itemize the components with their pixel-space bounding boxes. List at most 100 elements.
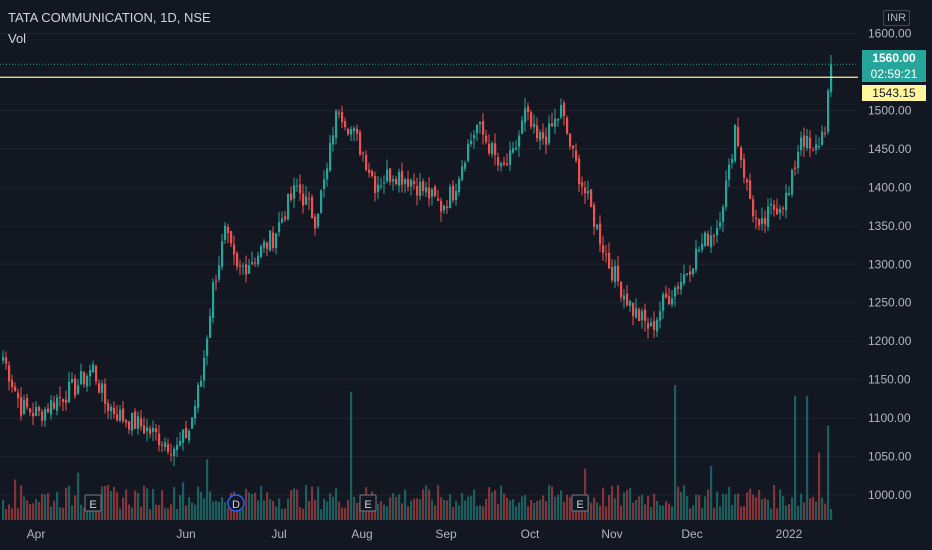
volume-bar [311, 486, 314, 520]
candle-body [215, 280, 218, 282]
volume-bar [164, 507, 167, 520]
volume-bar [614, 498, 617, 520]
price-tick-label: 1050.00 [868, 450, 912, 464]
volume-bar [260, 485, 263, 520]
volume-bar [428, 489, 431, 520]
candle-body [83, 372, 86, 385]
candle-body [536, 125, 539, 139]
volume-bar [695, 494, 698, 520]
candle-body [410, 180, 413, 187]
candle-body [56, 397, 59, 411]
candle-body [14, 386, 17, 392]
volume-bar [392, 493, 395, 520]
volume-bar [287, 498, 290, 520]
candle-body [200, 380, 203, 387]
candle-body [230, 230, 233, 244]
candle-body [59, 396, 62, 398]
volume-bar [17, 508, 20, 520]
candle-body [137, 416, 140, 429]
candle-body [776, 208, 779, 215]
volume-bar [467, 496, 470, 520]
candle-body [449, 186, 452, 209]
volume-bar [755, 497, 758, 520]
volume-bar [539, 499, 542, 520]
candle-body [572, 145, 575, 149]
candle-body [191, 417, 194, 429]
candle-body [782, 207, 785, 209]
grid [0, 33, 858, 496]
volume-bar [791, 497, 794, 520]
volume-bar [464, 500, 467, 520]
volume-bar [149, 509, 152, 520]
time-axis-bg [0, 522, 932, 550]
volume-bar [323, 499, 326, 520]
candle-body [107, 403, 110, 412]
candle-body [419, 181, 422, 196]
volume-bar [776, 508, 779, 520]
candle-body [428, 187, 431, 199]
volume-bar [134, 490, 137, 520]
volume-bar [608, 494, 611, 520]
volume-bar [44, 494, 47, 520]
candle-body [524, 108, 527, 123]
volume-bar [746, 492, 749, 520]
time-axis[interactable]: Apr Jun Jul Aug Sep Oct Nov Dec 2022 [0, 522, 932, 550]
volume-bar [413, 498, 416, 520]
volume-bar [560, 490, 563, 520]
volume-bar [152, 488, 155, 520]
candle-body [125, 420, 128, 423]
volume-bar [686, 496, 689, 520]
candle-body [188, 430, 191, 441]
volume-bar [449, 494, 452, 520]
volume-bar [56, 491, 59, 520]
volume-bar [668, 503, 671, 520]
currency-badge[interactable]: INR [883, 10, 910, 26]
volume-bar [536, 500, 539, 520]
volume-bar [812, 496, 815, 520]
candle-body [515, 147, 518, 150]
volume-bar [281, 508, 284, 520]
volume-bar [341, 507, 344, 520]
candle-body [695, 248, 698, 271]
candle-body [110, 406, 113, 412]
volume-bar [401, 503, 404, 520]
event-marker: E [84, 494, 102, 512]
candle-body [725, 180, 728, 208]
candle-body [551, 123, 554, 127]
volume-bar [404, 489, 407, 520]
candle-body [722, 206, 725, 222]
candle-body [797, 152, 800, 168]
volume-bar [716, 491, 719, 520]
volume-bar [2, 499, 5, 520]
candle-body [185, 427, 188, 439]
candle-body [206, 338, 209, 356]
candle-body [593, 204, 596, 227]
candle-body [629, 301, 632, 306]
candle-body [26, 397, 29, 408]
candle-body [794, 167, 797, 170]
volume-bar [107, 485, 110, 520]
volume-bar [95, 504, 98, 520]
candle-body [233, 244, 236, 255]
volume-bar [122, 497, 125, 520]
volume-bar [380, 501, 383, 520]
volume-bar [644, 504, 647, 520]
volume-bar [11, 508, 14, 520]
candle-body [707, 234, 710, 246]
volume-bar [26, 500, 29, 520]
candle-body [437, 198, 440, 201]
candle-body [599, 223, 602, 245]
candle-body [686, 273, 689, 275]
candle-body [317, 214, 320, 227]
candle-body [575, 150, 578, 161]
price-axis[interactable]: 1000.00 1050.00 1100.00 1150.00 1200.00 1250.… [858, 0, 932, 550]
volume-bar [620, 505, 623, 520]
candle-body [635, 308, 638, 318]
volume-bar [830, 509, 833, 520]
candle-body [35, 406, 38, 416]
volume-bar [395, 496, 398, 520]
event-marker: D [227, 494, 245, 512]
candle-body [425, 187, 428, 193]
